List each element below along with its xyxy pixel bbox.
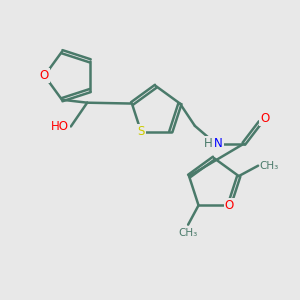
Text: H: H	[204, 137, 213, 150]
Text: O: O	[40, 69, 49, 82]
Text: N: N	[214, 137, 223, 150]
Text: O: O	[260, 112, 269, 125]
Text: CH₃: CH₃	[178, 228, 198, 238]
Text: O: O	[225, 199, 234, 212]
Text: CH₃: CH₃	[260, 161, 279, 171]
Text: S: S	[137, 125, 145, 138]
Text: HO: HO	[51, 120, 69, 133]
